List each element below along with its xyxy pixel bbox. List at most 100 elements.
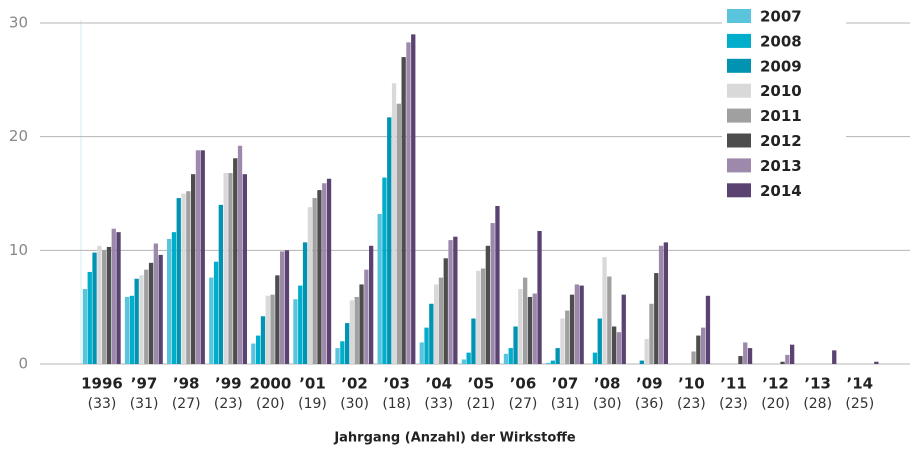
x-tick-label: ’06 xyxy=(510,375,537,393)
x-tick-count: (33) xyxy=(88,396,117,412)
bar xyxy=(466,352,471,364)
bar xyxy=(401,57,406,364)
bar xyxy=(218,204,223,364)
x-tick-label: ’02 xyxy=(341,375,368,393)
bar xyxy=(317,190,322,364)
bar xyxy=(307,207,312,364)
x-tick-count: (23) xyxy=(214,396,243,412)
bar xyxy=(490,223,495,364)
y-tick-label: 20 xyxy=(9,127,28,145)
bar xyxy=(453,236,458,364)
bar xyxy=(167,238,172,364)
bar xyxy=(476,270,481,364)
bar xyxy=(592,352,598,364)
bar xyxy=(256,335,261,364)
bar xyxy=(639,360,644,364)
bar xyxy=(832,350,837,364)
bar xyxy=(181,193,186,364)
x-tick-label: ’12 xyxy=(762,375,789,393)
bar xyxy=(874,361,879,364)
bar xyxy=(335,348,340,364)
bar xyxy=(461,359,466,364)
bar xyxy=(612,326,617,364)
bar xyxy=(284,250,290,364)
x-tick-count: (23) xyxy=(677,396,706,412)
bar xyxy=(102,250,107,364)
bar xyxy=(387,117,392,365)
bar xyxy=(649,303,654,364)
bar xyxy=(696,335,701,364)
x-tick-count: (36) xyxy=(635,396,664,412)
legend-swatch xyxy=(727,58,751,73)
bar xyxy=(532,293,537,364)
y-tick-label: 10 xyxy=(9,241,28,259)
bar xyxy=(97,245,102,364)
x-tick-count: (27) xyxy=(172,396,201,412)
bar xyxy=(200,150,205,364)
x-tick-count: (25) xyxy=(845,396,874,412)
bar xyxy=(785,354,790,364)
y-tick-label: 0 xyxy=(18,355,28,373)
bar xyxy=(537,231,542,364)
x-tick-label: ’10 xyxy=(678,375,705,393)
legend-swatch xyxy=(727,83,751,98)
bar xyxy=(298,285,303,364)
x-tick-label: ’04 xyxy=(426,375,453,393)
bar xyxy=(111,228,116,364)
bar xyxy=(738,356,743,364)
legend-label: 2014 xyxy=(760,182,802,200)
bar xyxy=(569,294,575,364)
bar xyxy=(597,318,602,364)
bar xyxy=(233,158,238,364)
bar xyxy=(424,327,429,364)
bar xyxy=(434,284,439,364)
bar xyxy=(406,42,411,364)
bar xyxy=(691,351,696,364)
bar xyxy=(195,150,201,364)
x-tick-count: (21) xyxy=(467,396,496,412)
bar xyxy=(153,243,158,364)
bar xyxy=(790,344,795,364)
bar xyxy=(545,362,551,364)
bar xyxy=(616,332,622,364)
bar xyxy=(251,343,256,364)
x-tick-count: (28) xyxy=(803,396,832,412)
bar xyxy=(550,360,555,364)
bar xyxy=(574,284,579,364)
bar xyxy=(518,288,523,364)
legend-label: 2011 xyxy=(760,107,802,125)
bar xyxy=(139,275,144,364)
legend-label: 2009 xyxy=(760,57,802,75)
bar xyxy=(260,316,266,364)
bar xyxy=(322,183,327,364)
x-tick-label: ’01 xyxy=(299,375,326,393)
bar xyxy=(302,242,308,364)
bar xyxy=(213,261,219,364)
bar xyxy=(523,277,528,364)
x-tick-label: ’11 xyxy=(720,375,747,393)
legend-label: 2007 xyxy=(760,8,802,26)
bar xyxy=(391,83,397,364)
x-tick-count: (19) xyxy=(298,396,327,412)
bar xyxy=(658,245,664,364)
legend-label: 2013 xyxy=(760,157,802,175)
x-tick-count: (18) xyxy=(382,396,411,412)
x-tick-count: (20) xyxy=(256,396,285,412)
bar xyxy=(186,191,191,364)
bar xyxy=(747,348,753,364)
bar xyxy=(293,299,298,364)
x-tick-label: ’05 xyxy=(468,375,495,393)
x-tick-label: ’07 xyxy=(552,375,579,393)
legend-swatch xyxy=(727,133,751,148)
bar xyxy=(82,288,88,364)
x-tick-label: 2000 xyxy=(250,375,292,393)
x-tick-label: ’97 xyxy=(131,375,158,393)
bar xyxy=(621,294,626,364)
x-tick-count: (27) xyxy=(509,396,538,412)
bar xyxy=(579,285,584,364)
bar xyxy=(359,284,364,364)
x-tick-label: ’08 xyxy=(594,375,621,393)
bar xyxy=(364,269,369,364)
legend-label: 2010 xyxy=(760,82,802,100)
